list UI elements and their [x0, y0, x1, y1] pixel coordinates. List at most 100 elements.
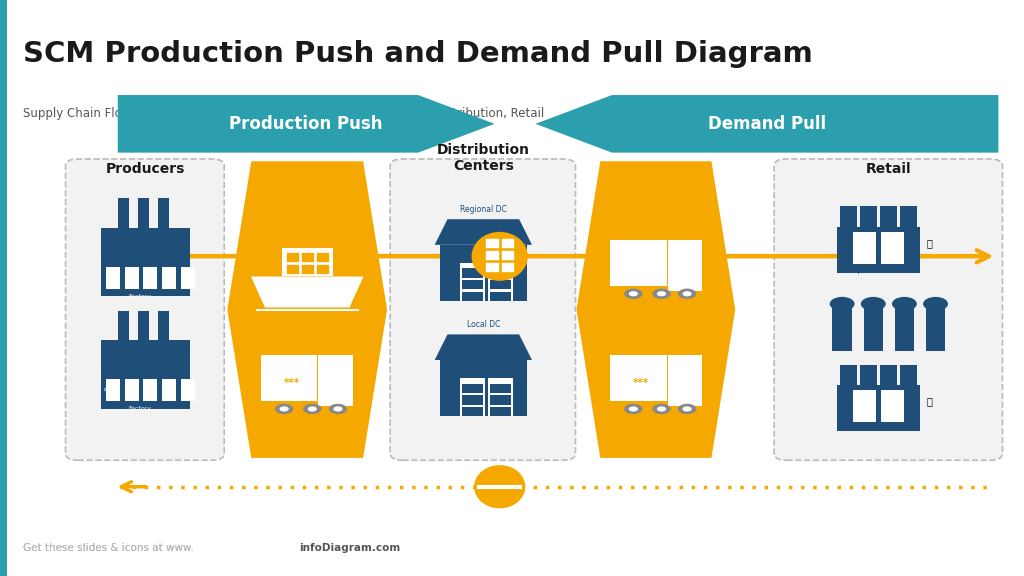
Text: ***: *** — [284, 378, 300, 388]
Bar — [486, 263, 499, 272]
Bar — [486, 239, 499, 248]
Bar — [462, 384, 483, 393]
Bar — [877, 232, 881, 264]
Bar — [440, 360, 526, 416]
Circle shape — [274, 404, 293, 414]
Bar — [900, 206, 916, 227]
Circle shape — [629, 406, 638, 411]
Circle shape — [861, 297, 886, 311]
Ellipse shape — [474, 465, 525, 508]
FancyBboxPatch shape — [66, 159, 224, 460]
Polygon shape — [227, 161, 387, 458]
Bar — [490, 407, 511, 416]
Circle shape — [629, 291, 638, 296]
Bar — [462, 407, 483, 416]
Circle shape — [652, 289, 671, 299]
Bar — [488, 378, 513, 416]
Circle shape — [683, 291, 692, 296]
Bar — [106, 267, 120, 289]
Bar — [490, 292, 511, 301]
Text: Distribution: Distribution — [610, 162, 702, 176]
Bar — [490, 395, 511, 404]
Bar — [101, 340, 189, 409]
Polygon shape — [118, 95, 495, 153]
Text: infoDiagram.com: infoDiagram.com — [299, 543, 400, 553]
Circle shape — [678, 404, 696, 414]
Text: Shipping: Shipping — [272, 162, 342, 176]
Text: 🛒: 🛒 — [927, 238, 932, 248]
Bar — [895, 306, 914, 351]
Text: Production Push: Production Push — [229, 115, 383, 133]
Circle shape — [657, 291, 666, 296]
Text: Shop: Shop — [844, 265, 863, 274]
Bar — [460, 263, 485, 301]
Polygon shape — [251, 276, 364, 308]
Bar — [143, 267, 158, 289]
Circle shape — [329, 404, 347, 414]
Bar — [833, 306, 852, 351]
Bar — [860, 206, 877, 227]
Bar — [301, 264, 314, 274]
Bar — [301, 252, 314, 262]
Bar — [841, 365, 857, 385]
Bar — [490, 384, 511, 393]
Ellipse shape — [471, 232, 528, 281]
Text: Local DC: Local DC — [467, 320, 500, 329]
Bar — [138, 310, 148, 340]
Circle shape — [333, 406, 342, 411]
Bar — [462, 292, 483, 301]
Bar — [286, 264, 299, 274]
Polygon shape — [434, 335, 532, 360]
Bar — [316, 252, 329, 262]
Bar — [316, 264, 329, 274]
Text: Factory: Factory — [128, 406, 152, 411]
Bar — [462, 280, 483, 289]
Bar — [0, 0, 7, 576]
Bar — [853, 232, 904, 264]
Bar — [261, 355, 317, 401]
Polygon shape — [434, 219, 532, 245]
Bar — [502, 251, 514, 260]
Bar — [282, 248, 333, 276]
Bar — [838, 227, 920, 273]
Bar — [863, 306, 883, 351]
Circle shape — [652, 404, 671, 414]
Text: Retail: Retail — [866, 162, 911, 176]
Polygon shape — [536, 95, 998, 153]
Bar — [668, 240, 702, 291]
Bar — [162, 267, 176, 289]
Bar — [286, 252, 299, 262]
Bar — [853, 390, 904, 422]
Bar — [462, 268, 483, 278]
Bar — [841, 206, 857, 227]
Bar — [162, 380, 176, 401]
Text: Regional DC: Regional DC — [460, 205, 507, 214]
Bar — [462, 395, 483, 404]
Bar — [860, 365, 877, 385]
Text: SCM Production Push and Demand Pull Diagram: SCM Production Push and Demand Pull Diag… — [23, 40, 812, 69]
Circle shape — [657, 406, 666, 411]
Circle shape — [829, 297, 855, 311]
Circle shape — [683, 406, 692, 411]
Bar — [106, 380, 120, 401]
Bar — [460, 378, 485, 416]
Polygon shape — [577, 161, 735, 458]
Bar — [440, 245, 526, 301]
Bar — [181, 267, 195, 289]
Bar — [125, 380, 138, 401]
Text: Shop: Shop — [844, 422, 863, 431]
Bar — [502, 263, 514, 272]
Bar — [490, 280, 511, 289]
Bar — [610, 240, 667, 286]
Bar — [881, 365, 897, 385]
Bar — [138, 198, 148, 228]
Bar — [119, 198, 129, 228]
Circle shape — [625, 404, 643, 414]
Circle shape — [678, 289, 696, 299]
Bar — [668, 355, 702, 407]
Bar — [838, 385, 920, 431]
Circle shape — [892, 297, 916, 311]
Bar — [926, 306, 945, 351]
FancyBboxPatch shape — [390, 159, 575, 460]
Bar — [158, 310, 169, 340]
